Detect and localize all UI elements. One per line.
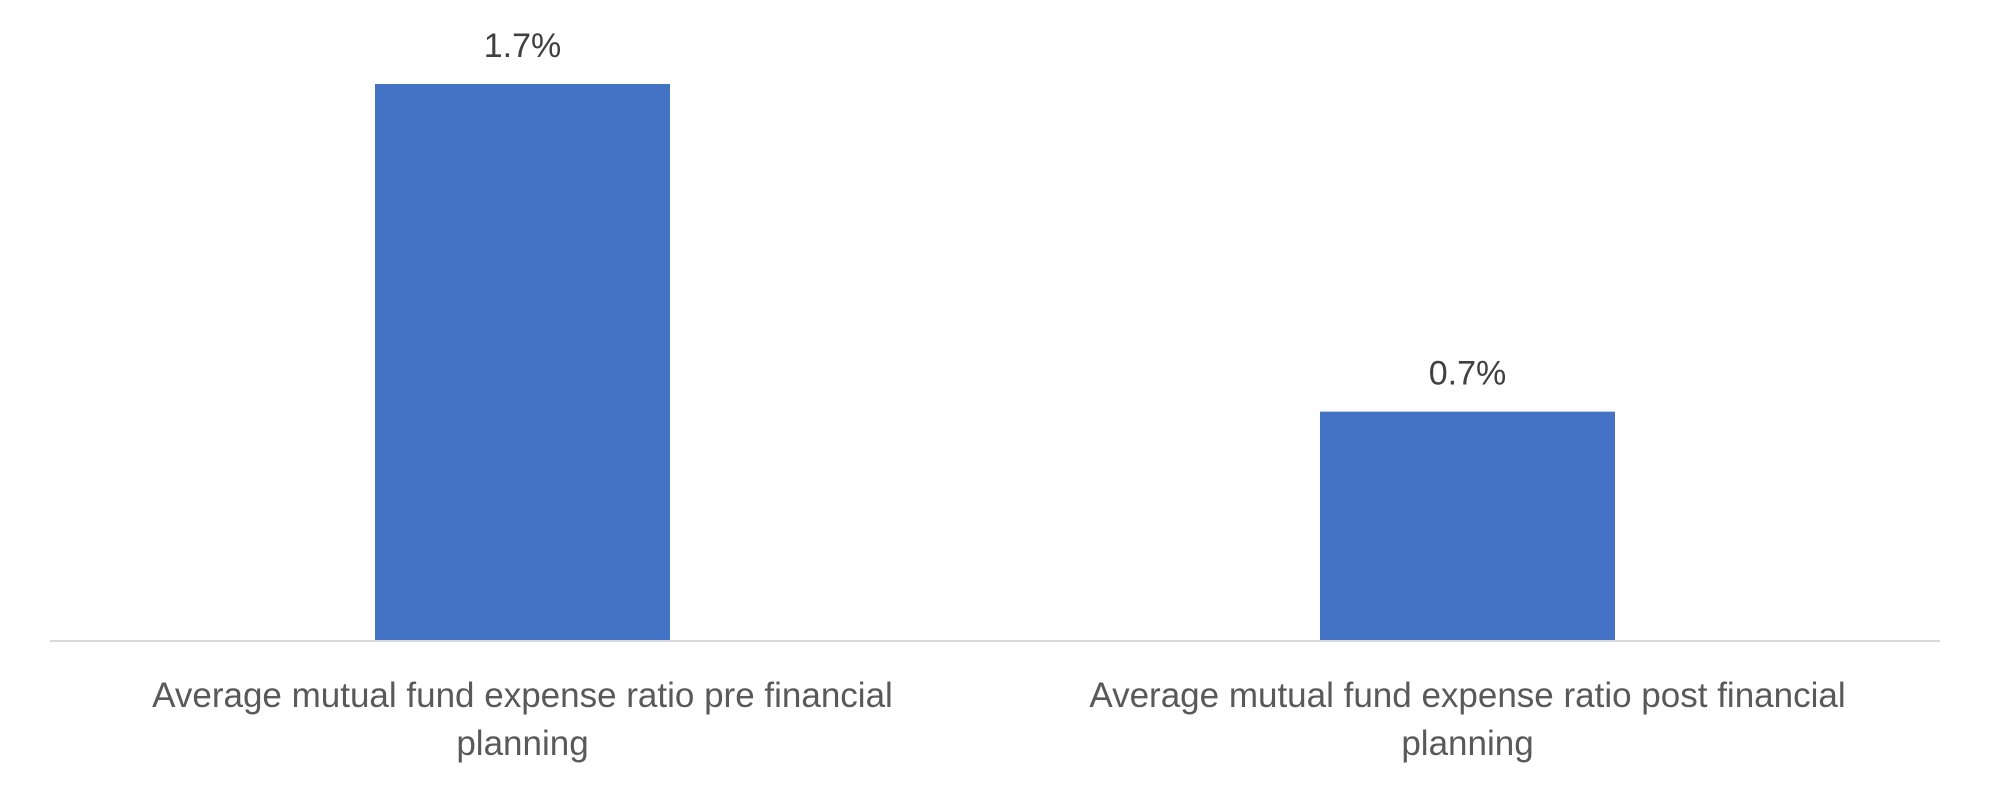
bars-group <box>375 84 1615 641</box>
bar-2 <box>1320 411 1615 641</box>
labels-group: 1.7% Average mutual fund expense ratio pr… <box>152 27 1845 763</box>
category-label-2-line-2: planning <box>1401 724 1533 763</box>
category-label-2-line-1: Average mutual fund expense ratio post f… <box>1089 676 1845 715</box>
data-label-1: 1.7% <box>484 27 562 65</box>
category-label-1-line-1: Average mutual fund expense ratio pre fi… <box>152 676 893 715</box>
bar-1 <box>375 84 670 641</box>
data-label-2: 0.7% <box>1429 355 1507 393</box>
category-label-1-line-2: planning <box>456 724 588 763</box>
